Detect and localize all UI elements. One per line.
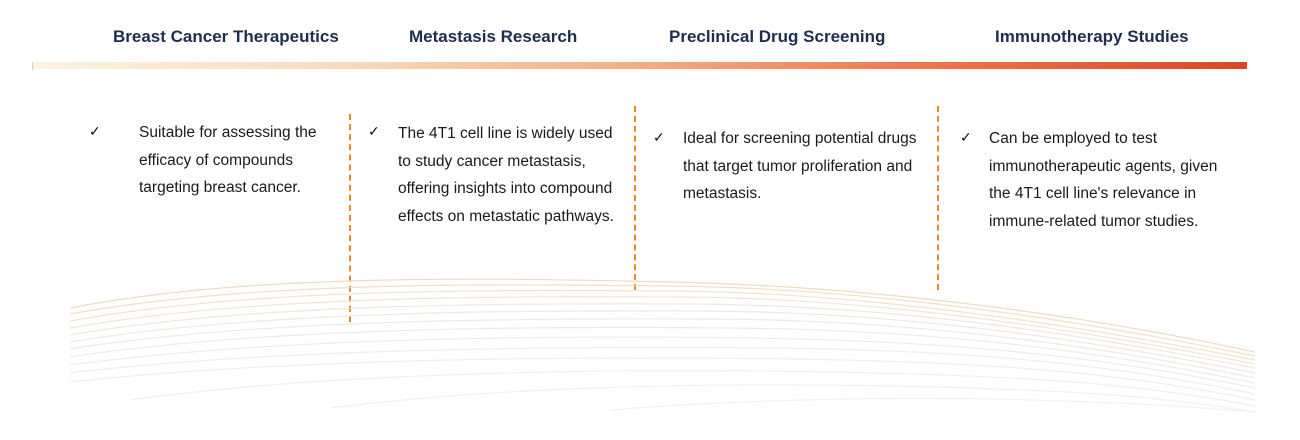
gradient-bar-cap (32, 62, 33, 70)
gradient-divider-bar (32, 62, 1247, 69)
column-divider-3 (937, 106, 939, 290)
text-line: immunotherapeutic agents, given (989, 157, 1218, 175)
text-line: to study cancer metastasis, (398, 152, 586, 170)
text-line: effects on metastatic pathways. (398, 207, 614, 225)
column-divider-1 (349, 114, 351, 322)
text-line: immune-related tumor studies. (989, 212, 1199, 230)
check-icon: ✓ (653, 129, 665, 145)
text-line: Ideal for screening potential drugs (683, 130, 917, 147)
text-line: The 4T1 cell line is widely used (398, 125, 613, 142)
check-icon: ✓ (89, 123, 101, 139)
text-line: efficacy of compounds (139, 151, 293, 169)
column-text-drug-screening: Ideal for screening potential drugs that… (683, 125, 917, 208)
text-line: offering insights into compound (398, 180, 613, 197)
column-title-metastasis: Metastasis Research (409, 27, 578, 46)
text-line: Can be employed to test (989, 130, 1158, 147)
text-line: Suitable for assessing the (139, 124, 317, 141)
text-line: the 4T1 cell line's relevance in (989, 185, 1197, 202)
text-line: targeting breast cancer. (139, 179, 301, 196)
check-icon: ✓ (960, 129, 972, 145)
column-text-breast-cancer: Suitable for assessing the efficacy of c… (139, 119, 317, 202)
column-title-drug-screening: Preclinical Drug Screening (669, 27, 886, 46)
text-line: metastasis. (683, 185, 762, 202)
column-divider-2 (634, 106, 636, 290)
text-line: that target tumor proliferation and (683, 157, 913, 175)
column-title-immunotherapy: Immunotherapy Studies (995, 27, 1189, 46)
column-title-breast-cancer: Breast Cancer Therapeutics (113, 27, 339, 46)
check-icon: ✓ (368, 123, 380, 139)
column-text-immunotherapy: Can be employed to test immunotherapeuti… (989, 125, 1217, 235)
decorative-wave-lines (70, 278, 1255, 413)
column-text-metastasis: The 4T1 cell line is widely used to stud… (398, 120, 614, 230)
